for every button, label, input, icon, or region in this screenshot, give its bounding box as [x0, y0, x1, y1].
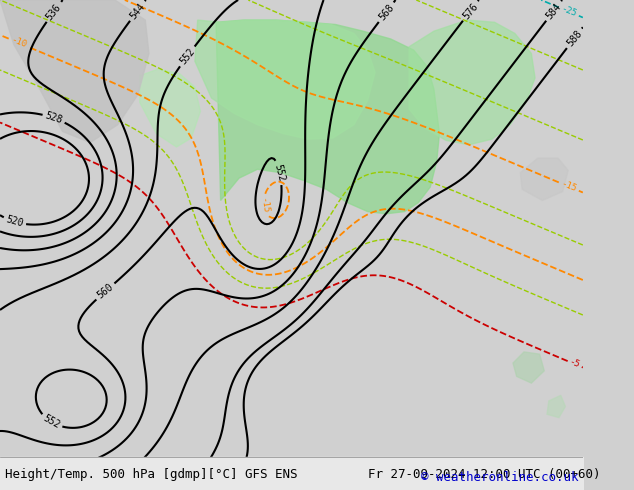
Text: -15: -15 — [560, 179, 578, 194]
Polygon shape — [195, 20, 375, 139]
Text: 544: 544 — [128, 1, 147, 21]
Text: 552: 552 — [273, 163, 287, 182]
Text: -25: -25 — [560, 4, 578, 19]
Text: Fr 27-09-2024 12:00 UTC (00+60): Fr 27-09-2024 12:00 UTC (00+60) — [368, 468, 600, 481]
Text: 552: 552 — [178, 47, 197, 66]
Text: -10: -10 — [10, 36, 28, 50]
Text: 584: 584 — [544, 1, 563, 21]
Text: Height/Temp. 500 hPa [gdmp][°C] GFS ENS: Height/Temp. 500 hPa [gdmp][°C] GFS ENS — [4, 468, 297, 481]
Text: 536: 536 — [44, 2, 63, 22]
Text: 552: 552 — [41, 414, 61, 431]
Text: -15: -15 — [258, 196, 269, 214]
Text: 520: 520 — [5, 215, 25, 229]
Text: 568: 568 — [377, 2, 396, 22]
Text: © weatheronline.co.uk: © weatheronline.co.uk — [421, 471, 578, 485]
Polygon shape — [547, 395, 566, 417]
Polygon shape — [409, 20, 535, 145]
Text: 528: 528 — [44, 111, 64, 125]
Polygon shape — [521, 158, 568, 200]
Text: -5: -5 — [568, 358, 581, 370]
Text: 588: 588 — [565, 28, 584, 49]
Polygon shape — [0, 0, 149, 143]
Text: 560: 560 — [95, 282, 115, 301]
Polygon shape — [139, 69, 200, 147]
Text: 576: 576 — [461, 1, 480, 21]
Polygon shape — [513, 352, 544, 383]
Polygon shape — [216, 20, 439, 214]
